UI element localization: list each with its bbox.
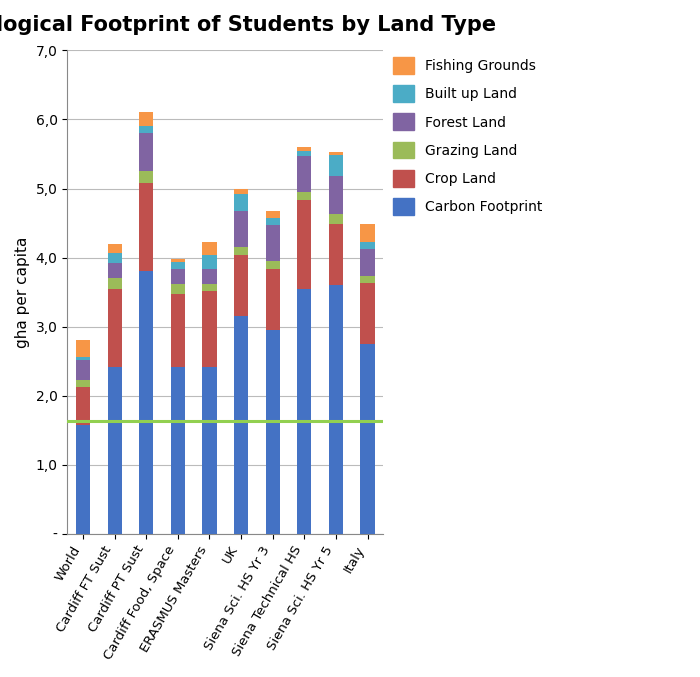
Bar	[202, 242, 216, 255]
Title: Ecological Footprint of Students by Land Type: Ecological Footprint of Students by Land…	[0, 15, 496, 35]
Bar	[298, 288, 312, 533]
Bar	[360, 248, 374, 276]
Bar	[360, 344, 374, 533]
Bar	[234, 316, 248, 533]
Bar	[139, 171, 153, 183]
Bar	[234, 247, 248, 255]
Bar	[139, 126, 153, 133]
Bar	[76, 360, 90, 380]
Bar	[139, 183, 153, 271]
Bar	[108, 244, 122, 253]
Bar	[76, 387, 90, 424]
Bar	[139, 133, 153, 171]
Bar	[329, 152, 343, 156]
Bar	[234, 188, 248, 194]
Bar	[202, 367, 216, 533]
Bar	[329, 156, 343, 176]
Bar	[108, 288, 122, 367]
Bar	[171, 263, 185, 269]
Bar	[329, 214, 343, 225]
Bar	[329, 285, 343, 533]
Bar	[265, 269, 280, 330]
Bar	[298, 200, 312, 288]
Legend: Fishing Grounds, Built up Land, Forest Land, Grazing Land, Crop Land, Carbon Foo: Fishing Grounds, Built up Land, Forest L…	[393, 58, 542, 215]
Bar	[202, 284, 216, 290]
Bar	[265, 218, 280, 225]
Bar	[265, 330, 280, 533]
Bar	[234, 211, 248, 247]
Bar	[265, 211, 280, 218]
Bar	[139, 271, 153, 533]
Bar	[202, 269, 216, 284]
Bar	[360, 242, 374, 248]
Bar	[76, 424, 90, 533]
Bar	[298, 192, 312, 200]
Bar	[298, 147, 312, 150]
Bar	[329, 176, 343, 214]
Bar	[234, 255, 248, 316]
Bar	[171, 294, 185, 367]
Bar	[202, 290, 216, 367]
Bar	[108, 367, 122, 533]
Bar	[171, 269, 185, 284]
Bar	[234, 194, 248, 211]
Bar	[108, 263, 122, 278]
Y-axis label: gha per capita: gha per capita	[15, 236, 30, 348]
Bar	[76, 357, 90, 360]
Bar	[76, 340, 90, 357]
Bar	[265, 261, 280, 269]
Bar	[360, 276, 374, 283]
Bar	[171, 259, 185, 263]
Bar	[171, 367, 185, 533]
Bar	[329, 225, 343, 285]
Bar	[108, 278, 122, 288]
Bar	[298, 156, 312, 192]
Bar	[298, 150, 312, 156]
Bar	[360, 283, 374, 344]
Bar	[360, 225, 374, 242]
Bar	[171, 284, 185, 294]
Bar	[202, 255, 216, 269]
Bar	[108, 253, 122, 263]
Bar	[76, 380, 90, 387]
Bar	[139, 112, 153, 126]
Bar	[265, 225, 280, 261]
